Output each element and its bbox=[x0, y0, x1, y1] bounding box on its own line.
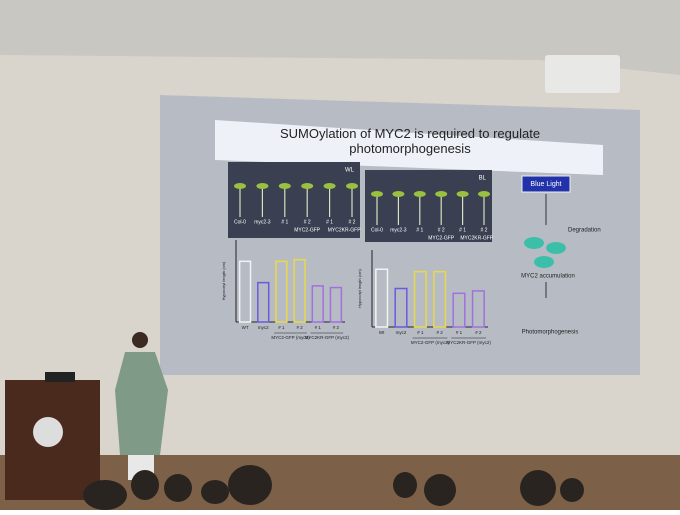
photo-label: # 1 bbox=[459, 227, 466, 233]
speaker-body bbox=[115, 352, 168, 455]
photo-label: # 1 bbox=[281, 219, 288, 225]
blue-light-box bbox=[521, 175, 571, 193]
x-tick-label: # 2 bbox=[333, 325, 340, 330]
x-tick-label: myc2 bbox=[396, 330, 407, 335]
photo-group: MYC2KR-GFP bbox=[328, 227, 361, 233]
x-tick-label: # 1 bbox=[456, 330, 463, 335]
photo-wl bbox=[228, 162, 360, 238]
photo-condition: BL bbox=[479, 176, 487, 182]
diagram-trigger: Blue Light bbox=[530, 181, 561, 188]
podium-emblem bbox=[33, 417, 63, 447]
photo-label: # 2 bbox=[349, 219, 356, 225]
photo-label: myc2-3 bbox=[390, 227, 407, 233]
bar bbox=[257, 281, 270, 323]
photo-label: Col-0 bbox=[371, 227, 383, 233]
photo-bl bbox=[365, 170, 492, 242]
bar bbox=[452, 292, 466, 328]
bar bbox=[275, 260, 288, 323]
seedling-leaf bbox=[371, 191, 383, 197]
photo-condition: WL bbox=[345, 168, 355, 174]
x-tick-label: # 1 bbox=[278, 325, 285, 330]
group-label: MYC2-GFP (myc2) bbox=[271, 335, 310, 340]
bar bbox=[311, 285, 324, 323]
bar bbox=[471, 290, 485, 328]
diagram-degradation: Degradation bbox=[568, 228, 601, 234]
photo-label: # 1 bbox=[416, 227, 423, 233]
photo-label: Col-0 bbox=[234, 219, 246, 225]
x-tick-label: # 1 bbox=[315, 325, 322, 330]
speaker-head bbox=[132, 332, 148, 348]
myc2-blob bbox=[524, 237, 544, 249]
x-tick-label: # 1 bbox=[417, 330, 424, 335]
bar bbox=[375, 268, 389, 328]
photo-label: myc2-3 bbox=[254, 219, 271, 225]
photo-group: MYC2-GFP bbox=[294, 227, 321, 233]
x-tick-label: WT bbox=[242, 325, 249, 330]
photo-label: # 1 bbox=[326, 219, 333, 225]
seedling-leaf bbox=[301, 183, 314, 189]
photo-label: # 2 bbox=[304, 219, 311, 225]
x-tick-label: # 2 bbox=[475, 330, 482, 335]
bar bbox=[329, 286, 343, 323]
photo-label: # 2 bbox=[438, 227, 445, 233]
seedling-leaf bbox=[234, 183, 246, 189]
bar bbox=[293, 258, 306, 323]
myc2-blob bbox=[534, 256, 554, 268]
seedling-leaf bbox=[346, 183, 358, 189]
myc2-blob bbox=[546, 242, 566, 254]
seedling-leaf bbox=[392, 191, 405, 197]
bar bbox=[413, 270, 427, 328]
x-tick-label: myc2 bbox=[258, 325, 269, 330]
bar bbox=[238, 260, 252, 323]
seedling-leaf bbox=[278, 183, 291, 189]
seedling-leaf bbox=[256, 183, 269, 189]
slide-title: SUMOylation of MYC2 is required to regul… bbox=[280, 126, 540, 156]
y-axis-label: Hypocotyl length (cm) bbox=[221, 261, 226, 300]
diagram-accumulation: MYC2 accumulation bbox=[521, 274, 575, 280]
laptop bbox=[45, 372, 75, 382]
y-axis-label: Hypocotyl length (cm) bbox=[357, 268, 362, 307]
x-tick-label: # 2 bbox=[296, 325, 303, 330]
seedling-leaf bbox=[478, 191, 490, 197]
photo-group: MYC2-GFP bbox=[428, 235, 455, 241]
bar bbox=[394, 287, 408, 328]
photo-group: MYC2KR-GFP bbox=[460, 235, 493, 241]
group-label: MYC2KR-GFP (myc2) bbox=[446, 340, 491, 345]
diagram-outcome: Photomorphogenesis bbox=[522, 330, 579, 336]
title-bar bbox=[215, 120, 603, 175]
bar bbox=[433, 270, 447, 328]
ceiling bbox=[0, 0, 680, 75]
group-label: MYC2-GFP (myc2) bbox=[411, 340, 450, 345]
photo-label: # 2 bbox=[481, 227, 488, 233]
x-tick-label: # 2 bbox=[437, 330, 444, 335]
seedling-leaf bbox=[456, 191, 469, 197]
projector bbox=[545, 55, 620, 93]
audience bbox=[83, 465, 584, 510]
seedling-leaf bbox=[413, 191, 426, 197]
seedling-leaf bbox=[435, 191, 448, 197]
x-tick-label: Wt bbox=[379, 330, 385, 335]
seedling-leaf bbox=[323, 183, 336, 189]
group-label: MYC2KR-GFP (myc2) bbox=[305, 335, 350, 340]
